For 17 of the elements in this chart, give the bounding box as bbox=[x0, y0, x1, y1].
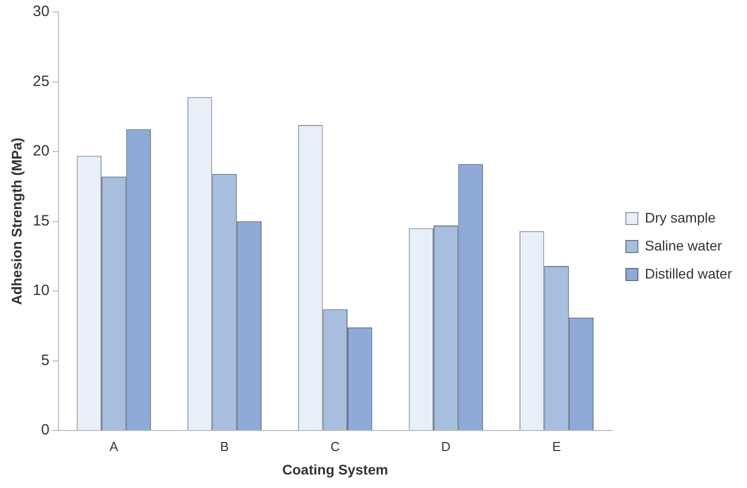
x-tick-label: A bbox=[109, 438, 118, 454]
y-tick-label: 0 bbox=[41, 422, 50, 439]
legend-label: Saline water bbox=[644, 237, 722, 254]
legend-label: Dry sample bbox=[644, 209, 716, 226]
x-tick-label: D bbox=[441, 438, 451, 454]
y-tick-label: 25 bbox=[32, 72, 50, 90]
legend-label: Distilled water bbox=[644, 265, 732, 282]
x-tick-label: E bbox=[552, 438, 562, 454]
y-tick-label: 30 bbox=[32, 3, 50, 20]
y-axis-title: Adhesion Strength (MPa) bbox=[8, 138, 24, 305]
x-tick-label: B bbox=[220, 438, 229, 454]
y-tick-label: 15 bbox=[32, 212, 50, 230]
y-tick-label: 20 bbox=[32, 142, 50, 160]
x-tick-label: C bbox=[330, 438, 340, 454]
x-axis-title: Coating System bbox=[282, 461, 388, 478]
y-tick-label: 5 bbox=[41, 352, 50, 369]
y-tick-label: 10 bbox=[32, 282, 50, 300]
